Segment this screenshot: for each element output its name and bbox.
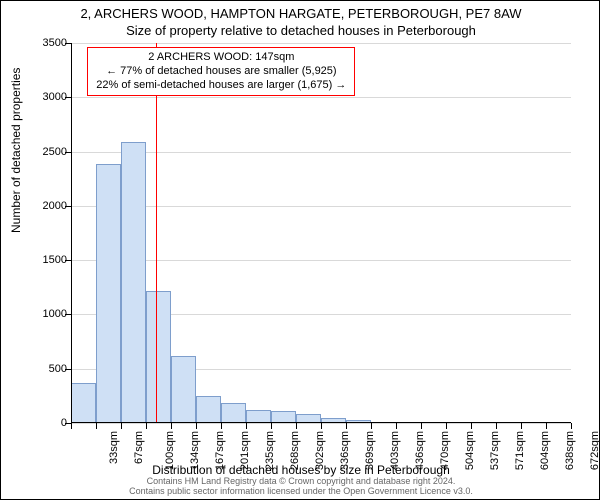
callout-line: 22% of semi-detached houses are larger (… (96, 79, 346, 93)
footer-line1: Contains HM Land Registry data © Crown c… (147, 476, 456, 486)
x-axis-label: Distribution of detached houses by size … (1, 463, 600, 477)
x-tick-mark (371, 423, 372, 429)
x-tick-mark (121, 423, 122, 429)
y-tick-label: 1500 (27, 254, 67, 266)
y-tick-label: 3000 (27, 91, 67, 103)
x-tick-mark (496, 423, 497, 429)
gridline (71, 97, 571, 98)
x-tick-mark (321, 423, 322, 429)
x-tick-mark (521, 423, 522, 429)
histogram-bar (71, 383, 96, 423)
y-tick-label: 500 (27, 363, 67, 375)
callout-line: 2 ARCHERS WOOD: 147sqm (96, 51, 346, 65)
x-tick-mark (546, 423, 547, 429)
marker-line (156, 43, 157, 423)
x-tick-mark (296, 423, 297, 429)
histogram-bar (196, 396, 221, 423)
x-tick-mark (146, 423, 147, 429)
x-tick-mark (246, 423, 247, 429)
x-tick-mark (96, 423, 97, 429)
x-tick-mark (71, 423, 72, 429)
x-tick-label: 67sqm (133, 431, 145, 464)
histogram-bar (171, 356, 196, 423)
x-tick-mark (221, 423, 222, 429)
x-tick-mark (271, 423, 272, 429)
y-tick-label: 0 (27, 417, 67, 429)
x-tick-mark (396, 423, 397, 429)
plot-area: 2 ARCHERS WOOD: 147sqm← 77% of detached … (71, 43, 571, 423)
footer-line2: Contains public sector information licen… (129, 486, 473, 496)
chart-container: 2, ARCHERS WOOD, HAMPTON HARGATE, PETERB… (0, 0, 600, 500)
histogram-bar (96, 164, 121, 423)
x-tick-mark (346, 423, 347, 429)
x-tick-mark (171, 423, 172, 429)
y-tick-label: 1000 (27, 308, 67, 320)
chart-title-line1: 2, ARCHERS WOOD, HAMPTON HARGATE, PETERB… (1, 6, 600, 21)
y-axis-line (71, 43, 72, 423)
x-tick-mark (196, 423, 197, 429)
footer-text: Contains HM Land Registry data © Crown c… (1, 477, 600, 497)
x-tick-mark (446, 423, 447, 429)
histogram-bar (221, 403, 246, 423)
y-tick-label: 3500 (27, 37, 67, 49)
callout-line: ← 77% of detached houses are smaller (5,… (96, 65, 346, 79)
x-tick-mark (471, 423, 472, 429)
x-tick-mark (421, 423, 422, 429)
chart-title-line2: Size of property relative to detached ho… (1, 23, 600, 38)
y-tick-label: 2000 (27, 200, 67, 212)
histogram-bar (121, 142, 146, 423)
x-tick-mark (571, 423, 572, 429)
x-tick-label: 33sqm (108, 431, 120, 464)
callout-box: 2 ARCHERS WOOD: 147sqm← 77% of detached … (87, 47, 355, 96)
y-tick-labels: 0500100015002000250030003500 (1, 43, 69, 423)
histogram-bar (146, 291, 171, 423)
y-tick-label: 2500 (27, 146, 67, 158)
gridline (71, 43, 571, 44)
